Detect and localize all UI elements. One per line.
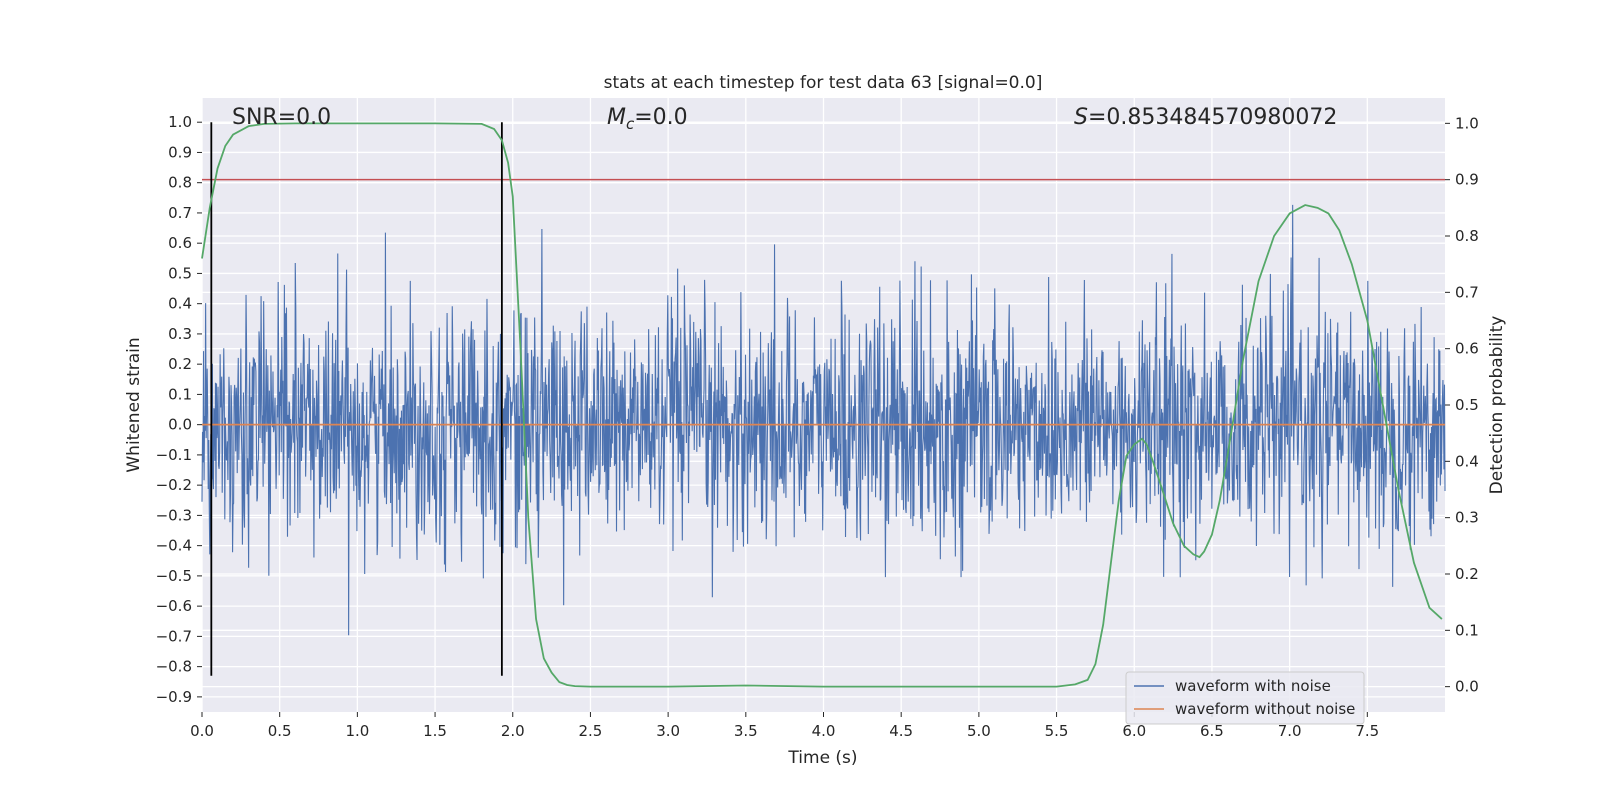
tick-labels: 0.0 0.5 1.0 1.5 2.0 2.5 3.0 3.5 4.0 4.5 5.0 5.5 6.0 6… <box>156 113 1479 740</box>
series-waveform-with-noise <box>201 204 1446 636</box>
y-tick-label-right: 0.6 <box>1455 340 1479 358</box>
y-tick-label-right: 0.9 <box>1455 171 1479 189</box>
x-tick-label: 7.5 <box>1355 722 1379 740</box>
x-tick-label: 4.0 <box>812 722 836 740</box>
detection-probability-line <box>201 122 1443 688</box>
noise-waveform-line <box>201 204 1446 636</box>
overlay-lines <box>201 122 1445 688</box>
x-axis-label: Time (s) <box>787 748 857 768</box>
y-tick-label-left: 0.2 <box>168 355 192 373</box>
y-tick-label-right: 0.3 <box>1455 509 1479 527</box>
x-tick-label: 6.0 <box>1122 722 1146 740</box>
x-tick-label: 0.5 <box>268 722 292 740</box>
chart-title: stats at each timestep for test data 63 … <box>604 73 1043 93</box>
y-tick-label-right: 0.7 <box>1455 283 1479 301</box>
x-tick-label: 2.5 <box>579 722 603 740</box>
y-tick-label-right: 0.0 <box>1455 678 1479 696</box>
y-tick-label-right: 0.8 <box>1455 227 1479 245</box>
legend-label-noise: waveform with noise <box>1175 677 1331 695</box>
x-tick-label: 0.0 <box>190 722 214 740</box>
y-tick-label-left: 0.6 <box>168 234 192 252</box>
y-tick-label-left: −0.8 <box>156 658 192 676</box>
y-tick-label-left: −0.2 <box>156 476 192 494</box>
x-tick-label: 2.0 <box>501 722 525 740</box>
legend: waveform with noise waveform without noi… <box>1125 671 1365 725</box>
y-tick-label-left: 0.7 <box>168 204 192 222</box>
legend-box <box>1125 671 1365 725</box>
y-tick-label-left: 0.1 <box>168 385 192 403</box>
y-axis-label-right: Detection probability <box>1487 316 1507 495</box>
y-tick-label-left: −0.9 <box>156 688 192 706</box>
x-tick-label: 5.5 <box>1045 722 1069 740</box>
x-tick-label: 6.5 <box>1200 722 1224 740</box>
y-axis-label-left: Whitened strain <box>124 337 144 472</box>
y-tick-label-left: −0.3 <box>156 506 192 524</box>
x-tick-label: 7.0 <box>1278 722 1302 740</box>
y-tick-label-right: 1.0 <box>1455 114 1479 132</box>
x-tick-label: 3.0 <box>656 722 680 740</box>
y-tick-label-left: −0.4 <box>156 537 192 555</box>
annotation-score: S=0.853484570980072 <box>1074 105 1337 130</box>
y-tick-label-left: −0.7 <box>156 627 192 645</box>
x-tick-label: 1.5 <box>423 722 447 740</box>
x-tick-label: 3.5 <box>734 722 758 740</box>
y-tick-label-left: −0.5 <box>156 567 192 585</box>
y-tick-label-left: −0.6 <box>156 597 192 615</box>
y-tick-label-left: 0.5 <box>168 264 192 282</box>
y-tick-label-left: 0.0 <box>168 416 192 434</box>
y-tick-label-right: 0.2 <box>1455 565 1479 583</box>
y-tick-label-left: 0.3 <box>168 325 192 343</box>
y-tick-label-left: 0.9 <box>168 143 192 161</box>
y-tick-label-left: −0.1 <box>156 446 192 464</box>
x-tick-label: 4.5 <box>889 722 913 740</box>
annotation-snr: SNR=0.0 <box>232 105 331 130</box>
x-tick-label: 5.0 <box>967 722 991 740</box>
y-tick-label-left: 0.4 <box>168 295 192 313</box>
x-tick-label: 1.0 <box>345 722 369 740</box>
legend-label-clean: waveform without noise <box>1175 700 1355 718</box>
y-tick-label-right: 0.1 <box>1455 621 1479 639</box>
y-tick-label-left: 1.0 <box>168 113 192 131</box>
y-tick-label-right: 0.5 <box>1455 396 1479 414</box>
y-tick-label-left: 0.8 <box>168 174 192 192</box>
y-tick-label-right: 0.4 <box>1455 452 1479 470</box>
annotation-chirp-mass: Mc=0.0 <box>607 105 688 133</box>
